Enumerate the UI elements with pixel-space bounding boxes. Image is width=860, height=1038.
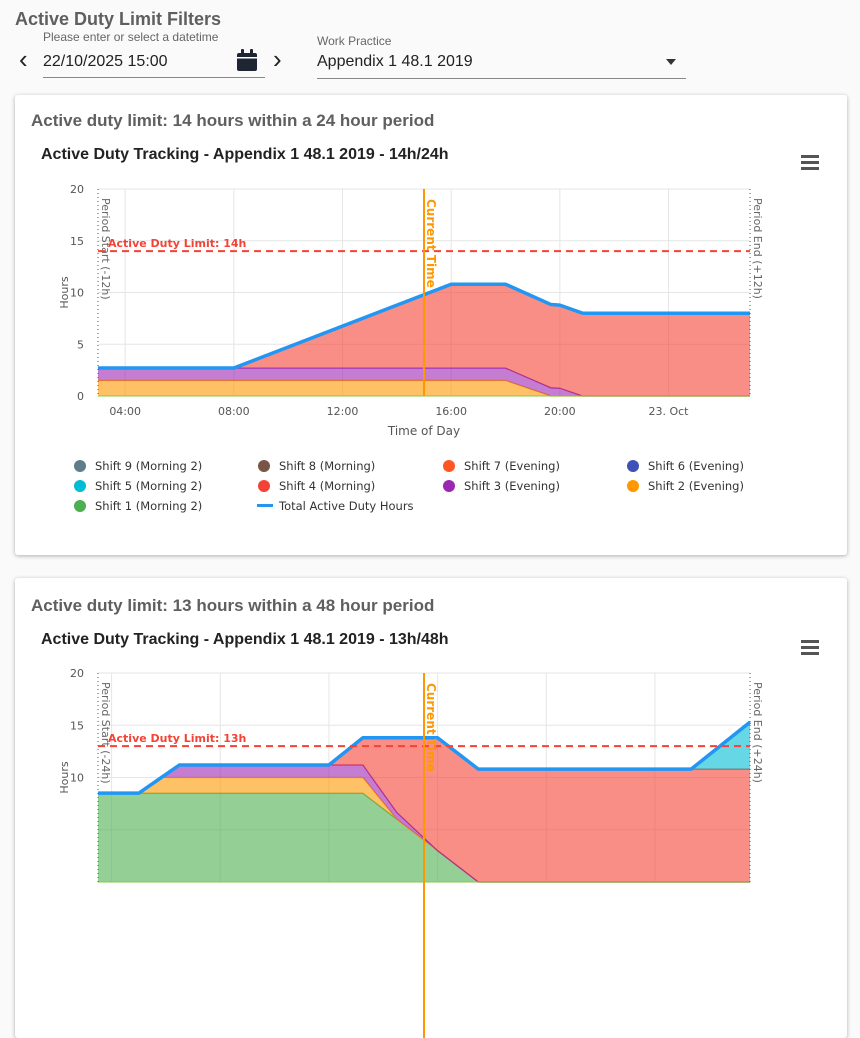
- legend-marker: [443, 460, 455, 472]
- total-active-duty-line: [98, 720, 752, 795]
- period-start-label: Period Start (-12h): [99, 198, 112, 300]
- legend-item[interactable]: Shift 6 (Evening): [648, 459, 744, 473]
- y-tick-label: 5: [77, 338, 84, 351]
- card-24h: Active duty limit: 14 hours within a 24 …: [15, 95, 847, 555]
- legend-line-marker: [257, 504, 273, 507]
- legend-marker: [258, 460, 270, 472]
- y-axis-title: Hours: [58, 761, 71, 793]
- series-area-shift-3: [98, 368, 750, 396]
- legend-marker: [74, 460, 86, 472]
- datetime-input[interactable]: [43, 47, 265, 78]
- x-tick-label: 12:00: [327, 405, 359, 418]
- legend-marker: [74, 500, 86, 512]
- x-tick-label: 20:00: [544, 405, 576, 418]
- card-48h: Active duty limit: 13 hours within a 48 …: [15, 578, 847, 1038]
- series-area-shift-2: [98, 777, 750, 882]
- limit-label: Active Duty Limit: 13h: [108, 732, 246, 745]
- legend-item[interactable]: Shift 8 (Morning): [279, 459, 375, 473]
- x-axis-title: Time of Day: [387, 424, 460, 438]
- y-axis-title: Hours: [58, 276, 71, 308]
- legend-item[interactable]: Shift 3 (Evening): [464, 479, 560, 493]
- chart-48h: 10 15 20 Hours Period Start (-24h) Period End…: [58, 667, 764, 1038]
- legend-item[interactable]: Shift 5 (Morning 2): [95, 479, 202, 493]
- chart-menu-icon[interactable]: [801, 155, 819, 173]
- legend-item[interactable]: Shift 7 (Evening): [464, 459, 560, 473]
- y-tick-label: 20: [70, 667, 84, 680]
- legend-item[interactable]: Total Active Duty Hours: [278, 499, 414, 513]
- total-active-duty-line: [98, 282, 750, 370]
- current-time-label: Current Time: [424, 199, 438, 288]
- caret-down-icon: [666, 59, 676, 65]
- legend-item[interactable]: Shift 2 (Evening): [648, 479, 744, 493]
- y-tick-label: 20: [70, 183, 84, 196]
- legend-marker: [627, 480, 639, 492]
- work-practice-label: Work Practice: [317, 34, 392, 48]
- x-tick-label: 16:00: [435, 405, 467, 418]
- work-practice-value: Appendix 1 48.1 2019: [317, 53, 473, 70]
- chart-menu-icon[interactable]: [801, 640, 819, 658]
- chevron-right-icon[interactable]: ›: [273, 44, 282, 74]
- y-tick-label: 15: [70, 719, 84, 732]
- x-tick-label: 23. Oct: [648, 405, 689, 418]
- legend-marker: [74, 480, 86, 492]
- chart-24h: 0 5 10 15 20 04:00 08:00 12:00 16:00 20:00 23. Oct…: [58, 183, 764, 513]
- datetime-helper-text: Please enter or select a datetime: [43, 30, 219, 44]
- calendar-icon[interactable]: [236, 48, 258, 72]
- limit-label: Active Duty Limit: 14h: [108, 237, 246, 250]
- x-tick-label: 04:00: [109, 405, 141, 418]
- period-start-label: Period Start (-24h): [99, 682, 112, 784]
- period-end-label: Period End (+24h): [751, 682, 764, 783]
- period-end-label: Period End (+12h): [751, 198, 764, 299]
- work-practice-select[interactable]: Appendix 1 48.1 2019: [317, 50, 686, 79]
- y-tick-label: 10: [70, 287, 84, 300]
- x-tick-label: 08:00: [218, 405, 250, 418]
- legend-item[interactable]: Shift 4 (Morning): [279, 479, 375, 493]
- y-tick-label: 10: [70, 772, 84, 785]
- legend-marker: [627, 460, 639, 472]
- card-title: Active duty limit: 13 hours within a 48 …: [31, 596, 435, 615]
- card-title: Active duty limit: 14 hours within a 24 …: [31, 111, 435, 130]
- filters-title: Active Duty Limit Filters: [15, 9, 222, 29]
- current-time-label: Current Time: [424, 683, 438, 772]
- legend-marker: [443, 480, 455, 492]
- chart-title: Active Duty Tracking - Appendix 1 48.1 2…: [41, 146, 449, 163]
- y-tick-label: 15: [70, 235, 84, 248]
- legend-item[interactable]: Shift 9 (Morning 2): [95, 459, 202, 473]
- legend-item[interactable]: Shift 1 (Morning 2): [95, 499, 202, 513]
- y-tick-label: 0: [77, 390, 84, 403]
- chart-title: Active Duty Tracking - Appendix 1 48.1 2…: [41, 631, 449, 648]
- legend-marker: [258, 480, 270, 492]
- chevron-left-icon[interactable]: ‹: [19, 44, 28, 74]
